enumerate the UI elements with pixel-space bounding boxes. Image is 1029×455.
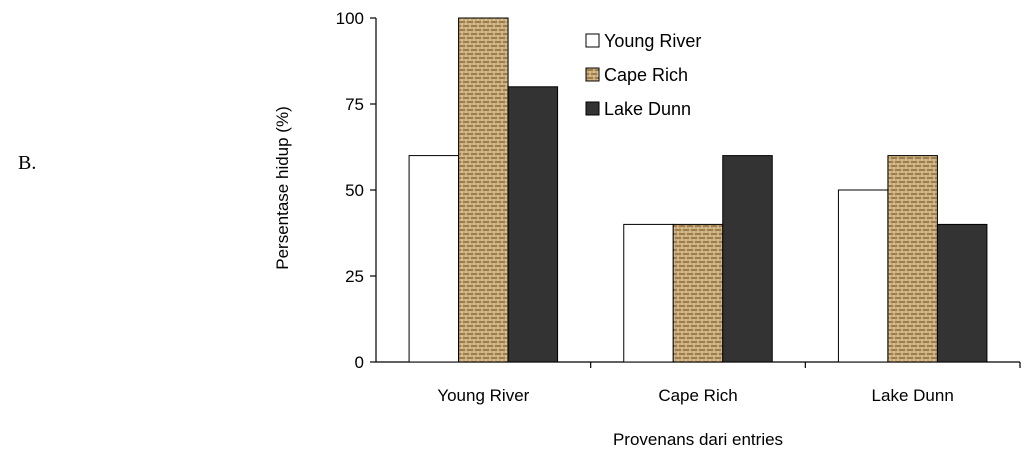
legend-swatch — [585, 101, 600, 116]
bar — [623, 223, 674, 363]
panel-label: B. — [18, 152, 37, 174]
bar — [458, 17, 509, 363]
legend-label: Lake Dunn — [604, 99, 691, 119]
x-tick-label: Cape Rich — [658, 386, 737, 405]
y-tick-label: 25 — [345, 267, 364, 286]
legend: Young River Cape Rich Lake Dunn — [585, 31, 701, 119]
legend-swatch — [585, 33, 600, 48]
plot-area: 0 25 50 75 100 Young River Cape Rich Lake Dunn — [336, 9, 1021, 405]
bar — [887, 155, 938, 363]
legend-swatch — [585, 67, 600, 82]
legend-label: Young River — [604, 31, 701, 51]
bar — [837, 189, 889, 363]
bar — [936, 223, 988, 363]
y-tick-label: 50 — [345, 181, 364, 200]
legend-label: Cape Rich — [604, 65, 688, 85]
y-axis-title: Persentase hidup (%) — [273, 106, 292, 269]
x-tick-label: Lake Dunn — [872, 386, 954, 405]
y-tick-label: 100 — [336, 9, 364, 28]
bar — [507, 86, 559, 363]
y-tick-label: 0 — [355, 353, 364, 372]
bar — [722, 155, 773, 363]
x-tick-label: Young River — [437, 386, 529, 405]
x-axis-title: Provenans dari entries — [613, 430, 783, 449]
bar — [408, 155, 460, 363]
y-tick-label: 75 — [345, 95, 364, 114]
bar — [672, 223, 724, 363]
